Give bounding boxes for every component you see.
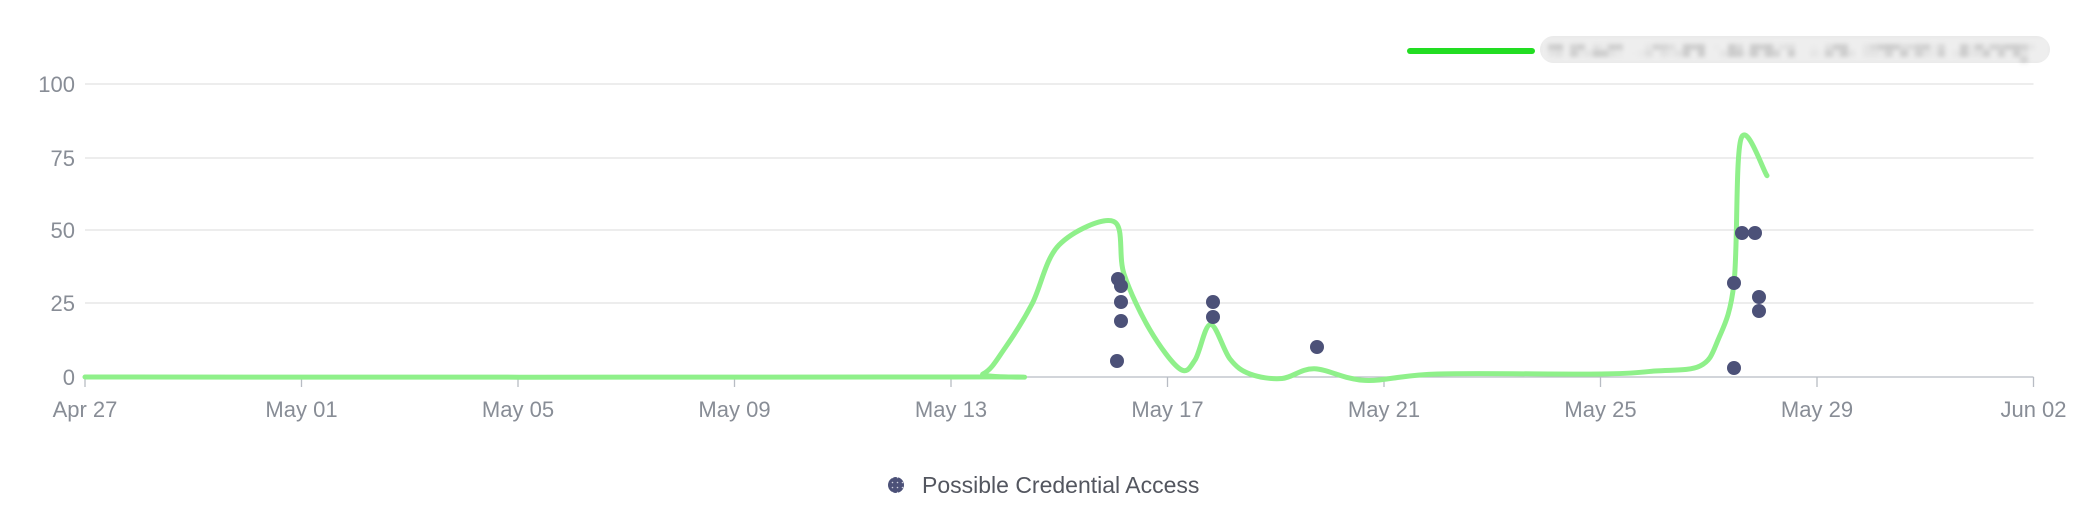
svg-text:25: 25: [51, 291, 75, 316]
svg-text:May 25: May 25: [1564, 397, 1636, 422]
svg-text:May 13: May 13: [915, 397, 987, 422]
svg-text:May 09: May 09: [698, 397, 770, 422]
svg-text:50: 50: [51, 218, 75, 243]
svg-text:100: 100: [38, 72, 75, 97]
svg-text:May 17: May 17: [1131, 397, 1203, 422]
svg-text:Jun 02: Jun 02: [2000, 397, 2066, 422]
svg-text:Apr 27: Apr 27: [53, 397, 118, 422]
svg-text:May 05: May 05: [482, 397, 554, 422]
svg-text:May 01: May 01: [265, 397, 337, 422]
svg-text:May 21: May 21: [1348, 397, 1420, 422]
svg-text:0: 0: [63, 365, 75, 390]
svg-text:May 29: May 29: [1781, 397, 1853, 422]
svg-text:Possible Credential Access: Possible Credential Access: [922, 472, 1199, 498]
svg-text:75: 75: [51, 146, 75, 171]
